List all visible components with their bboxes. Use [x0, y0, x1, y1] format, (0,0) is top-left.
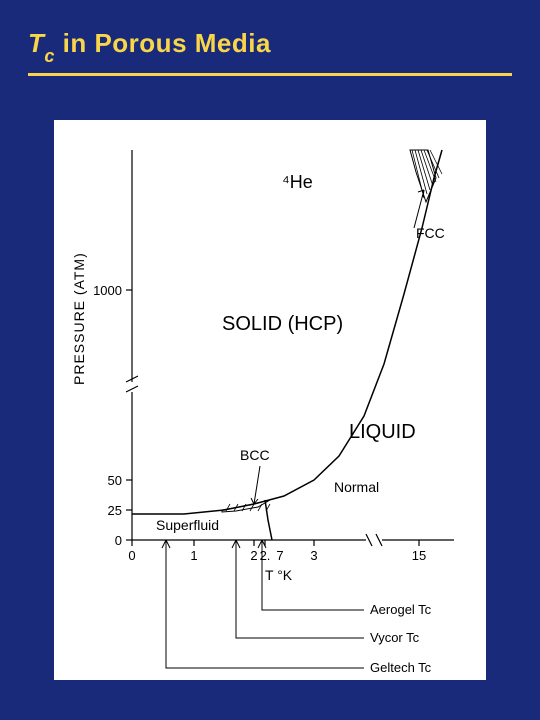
svg-text:2: 2: [250, 548, 257, 563]
svg-text:1: 1: [190, 548, 197, 563]
svg-text:T °K: T °K: [265, 567, 293, 583]
svg-text:Geltech Tc: Geltech Tc: [370, 660, 432, 675]
svg-text:Aerogel Tc: Aerogel Tc: [370, 602, 432, 617]
svg-text:15: 15: [412, 548, 426, 563]
svg-text:50: 50: [108, 473, 122, 488]
title-sub: c: [44, 46, 55, 66]
svg-text:PRESSURE (ATM): PRESSURE (ATM): [71, 252, 87, 385]
chart-svg: 0 25 50 1000 PRESSURE (ATM) 0 1 22. 3 15 7 T °K ⁴He F…: [54, 120, 486, 680]
title-underline: [28, 73, 512, 76]
svg-text:0: 0: [128, 548, 135, 563]
svg-text:0: 0: [115, 533, 122, 548]
title-prefix: T: [28, 28, 44, 58]
svg-text:FCC: FCC: [416, 225, 445, 241]
slide-title: Tc in Porous Media: [28, 28, 512, 63]
svg-text:1000: 1000: [93, 283, 122, 298]
svg-text:BCC: BCC: [240, 447, 270, 463]
svg-text:Superfluid: Superfluid: [156, 517, 219, 533]
svg-text:LIQUID: LIQUID: [349, 421, 416, 443]
phase-diagram-chart: 0 25 50 1000 PRESSURE (ATM) 0 1 22. 3 15 7 T °K ⁴He F…: [54, 120, 486, 680]
svg-text:25: 25: [108, 503, 122, 518]
svg-text:SOLID (HCP): SOLID (HCP): [222, 313, 343, 335]
title-rest: in Porous Media: [55, 28, 271, 58]
svg-text:3: 3: [310, 548, 317, 563]
slide-title-row: Tc in Porous Media: [28, 28, 512, 76]
svg-text:7: 7: [276, 548, 283, 563]
svg-text:2.: 2.: [260, 548, 271, 563]
svg-text:Vycor Tc: Vycor Tc: [370, 630, 420, 645]
svg-text:Normal: Normal: [334, 479, 379, 495]
svg-text:⁴He: ⁴He: [282, 172, 313, 192]
